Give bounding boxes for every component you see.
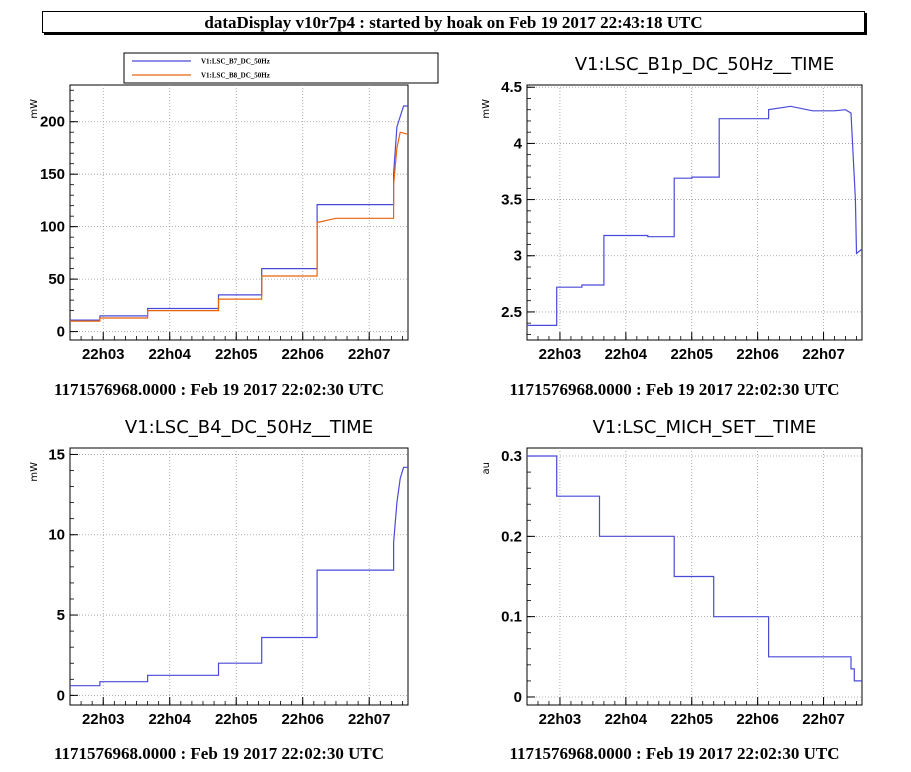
x-tick-label: 22h05: [670, 711, 713, 728]
plot-title: V1:LSC_B1p_DC_50Hz__TIME: [575, 54, 835, 75]
x-tick-label: 22h04: [605, 346, 648, 363]
x-tick-label: 22h06: [281, 346, 324, 363]
x-tick-label: 22h06: [281, 711, 324, 728]
y-axis-label: au: [481, 462, 492, 474]
legend-label: V1:LSC_B7_DC_50Hz: [201, 58, 270, 66]
series-line-1: [70, 466, 408, 687]
page-title: dataDisplay v10r7p4 : started by hoak on…: [42, 11, 865, 33]
y-axis-label: mW: [29, 99, 40, 119]
series-line-1: [527, 455, 862, 682]
plot-frame: [69, 447, 409, 706]
y-tick-label: 0.3: [501, 448, 522, 465]
x-tick-label: 22h04: [605, 711, 648, 728]
y-tick-label: 2.5: [501, 304, 522, 321]
y-tick-label: 10: [48, 527, 65, 544]
x-tick-label: 22h07: [802, 346, 845, 363]
y-tick-label: 0.1: [501, 609, 522, 626]
x-tick-label: 22h07: [802, 711, 845, 728]
legend-box: [123, 52, 439, 84]
plot-footer: 1171576968.0000 : Feb 19 2017 22:02:30 U…: [509, 744, 839, 763]
y-tick-label: 15: [48, 446, 65, 463]
y-tick-label: 50: [48, 271, 65, 288]
y-tick-label: 100: [40, 219, 65, 236]
y-axis-label: mW: [481, 99, 492, 119]
plot-footer: 1171576968.0000 : Feb 19 2017 22:02:30 U…: [509, 380, 839, 399]
y-axis-label: mW: [29, 462, 40, 482]
series-line-2: [70, 131, 409, 322]
plot-title: V1:LSC_MICH_SET__TIME: [593, 417, 817, 438]
x-tick-label: 22h06: [736, 711, 779, 728]
legend-label: V1:LSC_B8_DC_50Hz: [201, 72, 270, 80]
plot-frame: [526, 84, 863, 341]
plot-2: 22h03 22h04 22h05 22h06 22h07 2.5 3 3.5 4 4.5 V1:L…: [481, 54, 863, 399]
y-tick-label: 4: [514, 135, 523, 152]
x-tick-label: 22h05: [670, 346, 713, 363]
plot-title: V1:LSC_B4_DC_50Hz__TIME: [125, 417, 373, 438]
series-line-1: [70, 105, 408, 321]
x-tick-label: 22h03: [539, 346, 582, 363]
x-tick-label: 22h04: [148, 346, 191, 363]
plot-frame: [69, 84, 409, 341]
plot-3: 22h03 22h04 22h05 22h06 22h07 0 5 10 15 V1:LSC_B4…: [29, 417, 409, 763]
legend: V1:LSC_B7_DC_50Hz V1:LSC_B8_DC_50Hz: [123, 52, 439, 84]
x-tick-label: 22h07: [348, 711, 391, 728]
x-tick-label: 22h06: [736, 346, 779, 363]
series-line-1: [527, 105, 863, 326]
y-tick-label: 0: [514, 689, 522, 706]
y-tick-label: 150: [40, 166, 65, 183]
y-tick-label: 5: [57, 607, 65, 624]
x-tick-label: 22h03: [82, 711, 125, 728]
y-tick-label: 0: [57, 324, 65, 341]
y-tick-label: 0.2: [501, 528, 522, 545]
x-tick-label: 22h03: [539, 711, 582, 728]
y-tick-label: 0: [57, 687, 65, 704]
x-tick-label: 22h05: [215, 711, 258, 728]
y-tick-label: 3.5: [501, 192, 522, 209]
x-tick-label: 22h04: [148, 711, 191, 728]
plot-footer: 1171576968.0000 : Feb 19 2017 22:02:30 U…: [54, 744, 384, 763]
plot-footer: 1171576968.0000 : Feb 19 2017 22:02:30 U…: [54, 380, 384, 399]
y-tick-label: 3: [514, 248, 522, 265]
x-tick-label: 22h07: [348, 346, 391, 363]
plot-4: 22h03 22h04 22h05 22h06 22h07 0 0.1 0.2 0.3 V1:LS…: [481, 417, 863, 763]
x-tick-label: 22h03: [82, 346, 125, 363]
y-tick-label: 200: [40, 114, 65, 131]
x-tick-label: 22h05: [215, 346, 258, 363]
y-tick-label: 4.5: [501, 79, 522, 96]
